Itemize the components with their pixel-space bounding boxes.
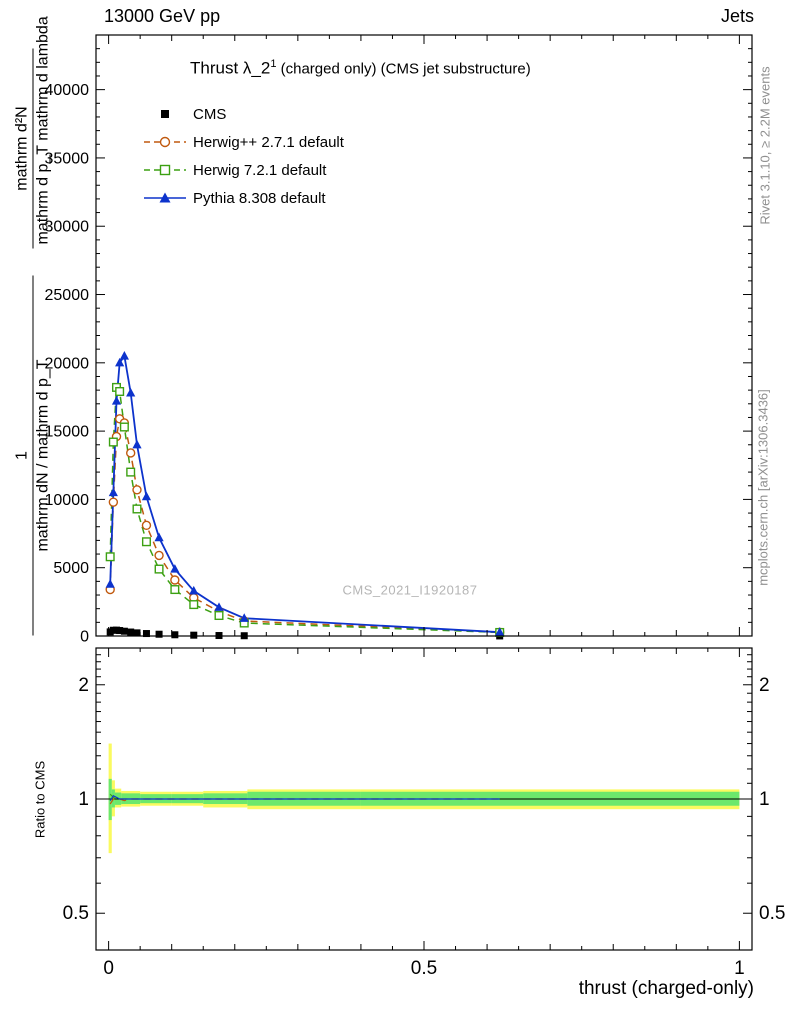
marker-filled-triangle — [108, 487, 118, 497]
legend: CMS Herwig++ 2.7.1 default Herwig 7.2.1 … — [142, 100, 344, 212]
y-tick-label: 25000 — [45, 287, 90, 304]
marker-open-square — [189, 600, 199, 610]
analysis-group-label: Jets — [720, 6, 754, 26]
marker-open-circle — [108, 497, 119, 507]
herwig7-marker-icon — [142, 162, 188, 178]
marker-filled-square — [155, 630, 163, 638]
x-axis-title: thrust (charged-only) — [578, 978, 754, 999]
ratio-y-tick-label: 2 — [759, 675, 770, 696]
y-axis-label-numerator-fraction: mathrm d²N mathrm d p_T mathrm d lambda — [13, 16, 54, 249]
ratio-axis-label: Ratio to CMS — [32, 760, 48, 839]
legend-label-pythia: Pythia 8.308 default — [193, 189, 326, 207]
y-tick-label: 5000 — [53, 560, 89, 577]
y-axis-label-one: 1 — [13, 451, 31, 460]
y-tick-label: 10000 — [45, 492, 90, 509]
plot-title-superscript: 1 — [270, 58, 277, 70]
marker-filled-triangle — [141, 491, 152, 501]
marker-filled-triangle — [105, 579, 115, 588]
legend-label-cms: CMS — [193, 105, 227, 123]
y-tick-label: 40000 — [45, 82, 90, 99]
x-tick-label: 0.5 — [411, 958, 437, 979]
marker-filled-square — [171, 631, 179, 639]
marker-open-square — [108, 437, 118, 447]
y-tick-label: 20000 — [45, 355, 90, 372]
ratio-y-tick-label: 2 — [78, 675, 89, 696]
marker-filled-square — [142, 630, 150, 638]
marker-filled-triangle — [132, 439, 142, 449]
legend-label-herwig7: Herwig 7.2.1 default — [193, 161, 327, 179]
marker-filled-triangle — [170, 564, 180, 573]
legend-marker-glyph — [144, 136, 186, 148]
ratio-curve-filled-triangle — [109, 794, 500, 801]
legend-item-herwig7: Herwig 7.2.1 default — [142, 156, 344, 184]
legend-item-herwigpp: Herwig++ 2.7.1 default — [142, 128, 344, 156]
marker-filled-square — [190, 631, 198, 639]
marker-filled-triangle — [189, 585, 199, 595]
marker-open-square — [170, 585, 180, 595]
legend-marker-part — [159, 164, 171, 176]
marker-filled-triangle — [111, 396, 122, 405]
marker-filled-triangle — [126, 387, 136, 397]
mcplots-reference-label: mcplots.cern.ch [arXiv:1306.3436] — [755, 389, 771, 586]
marker-open-square — [132, 504, 142, 514]
y-axis-label-d2n: mathrm d²N — [13, 106, 31, 191]
marker-open-square — [154, 564, 164, 574]
marker-open-circle — [154, 550, 164, 561]
marker-filled-triangle — [154, 532, 164, 542]
marker-filled-triangle — [119, 350, 129, 360]
marker-open-square — [126, 467, 136, 477]
marker-open-square — [119, 422, 129, 432]
marker-open-circle — [132, 485, 142, 495]
pythia-marker-icon — [142, 190, 188, 206]
marker-filled-triangle — [239, 613, 249, 622]
legend-marker-part — [159, 192, 171, 203]
ratio-y-tick-label: 0.5 — [759, 903, 785, 924]
plot-title-main: Thrust λ_2 — [190, 58, 271, 78]
y-axis-label-dptdlambda: mathrm d p_T mathrm d lambda — [32, 16, 54, 249]
y-tick-label: 35000 — [45, 150, 90, 167]
marker-filled-triangle — [115, 357, 125, 367]
legend-marker-part — [161, 110, 169, 118]
ratio-y-tick-label: 1 — [78, 789, 89, 810]
marker-filled-square — [116, 627, 124, 635]
marker-open-circle — [125, 448, 136, 458]
legend-item-pythia: Pythia 8.308 default — [142, 184, 344, 212]
herwigpp-marker-icon — [142, 134, 188, 150]
legend-marker-glyph — [144, 192, 186, 203]
marker-filled-square — [133, 629, 141, 637]
ratio-y-tick-label: 0.5 — [63, 903, 89, 924]
marker-open-circle — [170, 575, 180, 585]
y-tick-label: 30000 — [45, 219, 90, 236]
marker-filled-triangle — [495, 627, 505, 636]
marker-open-square — [105, 552, 115, 562]
cms-data-marker-icon — [142, 106, 188, 122]
legend-marker-glyph — [161, 110, 169, 118]
rivet-version-label: Rivet 3.1.10, ≥ 2.2M events — [757, 66, 773, 225]
x-tick-label: 0 — [103, 958, 114, 979]
x-tick-label: 1 — [734, 958, 745, 979]
legend-marker-glyph — [144, 164, 186, 176]
plot-title: Thrust λ_21 (charged only) (CMS jet subs… — [190, 58, 531, 79]
y-axis-label-normalization-fraction: 1 mathrm dN / mathrm d p_T — [13, 275, 54, 636]
y-tick-label: 0 — [80, 629, 89, 646]
analysis-id-watermark: CMS_2021_I1920187 — [342, 582, 478, 598]
marker-open-square — [141, 537, 151, 547]
marker-open-square — [115, 387, 125, 397]
legend-label-herwigpp: Herwig++ 2.7.1 default — [193, 133, 344, 151]
main-curve-open-circle — [109, 417, 500, 634]
marker-filled-square — [127, 628, 135, 636]
marker-filled-square — [120, 627, 128, 635]
marker-open-square — [214, 611, 224, 621]
legend-item-cms: CMS — [142, 100, 344, 128]
y-tick-label: 15000 — [45, 424, 90, 441]
marker-open-circle — [141, 520, 152, 531]
plot-title-rest: (charged only) (CMS jet substructure) — [276, 60, 531, 78]
y-axis-label-dndpt: mathrm dN / mathrm d p_T — [32, 275, 54, 636]
marker-filled-triangle — [214, 602, 224, 611]
ratio-y-tick-label: 1 — [759, 789, 770, 810]
beam-energy-label: 13000 GeV pp — [104, 6, 221, 26]
legend-marker-part — [159, 136, 171, 148]
